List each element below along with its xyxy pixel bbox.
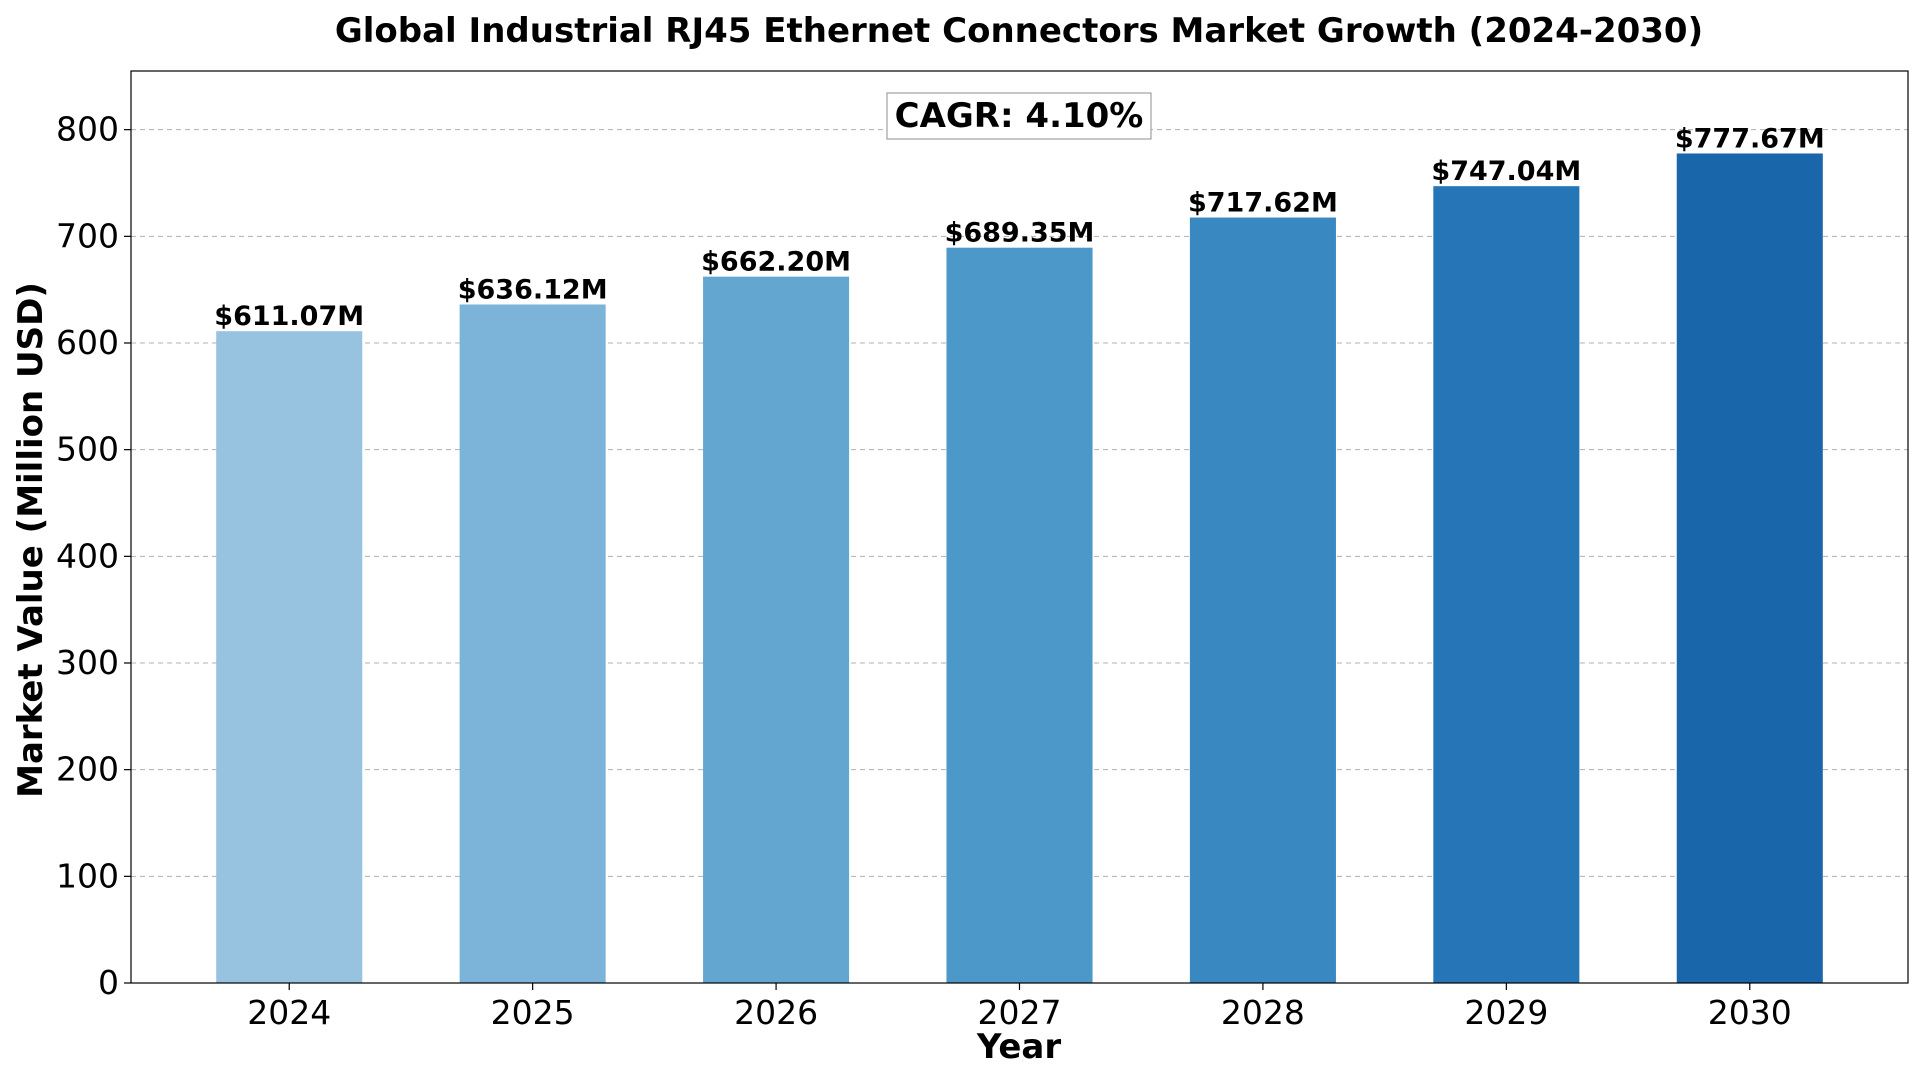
data-label-2025: $636.12M (458, 274, 608, 305)
x-tick-label-2029: 2029 (1464, 993, 1548, 1032)
x-tick-label-2024: 2024 (247, 993, 331, 1032)
bar-2026 (703, 276, 850, 983)
chart-title: Global Industrial RJ45 Ethernet Connecto… (335, 11, 1703, 51)
data-label-2029: $747.04M (1431, 156, 1581, 187)
y-tick-label: 700 (56, 216, 119, 255)
y-tick-label: 500 (56, 430, 119, 469)
y-axis-label: Market Value (Million USD) (11, 282, 51, 798)
data-label-2027: $689.35M (945, 218, 1095, 249)
y-tick-label: 800 (56, 110, 119, 149)
plot-frame (130, 70, 1909, 984)
cagr-annotation: CAGR: 4.10% (886, 92, 1152, 140)
bar-2029 (1433, 186, 1580, 983)
data-label-2026: $662.20M (701, 247, 851, 278)
y-tick-label: 600 (56, 323, 119, 362)
bar-2028 (1189, 217, 1336, 983)
data-label-2024: $611.07M (214, 301, 364, 332)
data-label-2028: $717.62M (1188, 188, 1338, 219)
data-labels: $611.07M $636.12M $662.20M $689.35M $717.62M… (214, 123, 1824, 332)
cagr-annotation-box (886, 92, 1152, 140)
y-tick-label: 200 (56, 750, 119, 789)
x-tick-label-2027: 2027 (978, 993, 1062, 1032)
x-tick-label-2028: 2028 (1221, 993, 1305, 1032)
bar-2027 (946, 247, 1093, 983)
y-tick-label: 400 (56, 536, 119, 575)
gridlines (131, 129, 1908, 877)
bars (216, 153, 1823, 983)
axes: 0 100 200 300 400 500 600 700 800 2024 2025 2026 202… (56, 70, 1909, 1032)
bar-2024 (216, 331, 363, 983)
bar-2030 (1676, 153, 1823, 983)
bar-2025 (459, 304, 606, 983)
data-label-2030: $777.67M (1675, 123, 1825, 154)
x-tick-label-2030: 2030 (1708, 993, 1792, 1032)
x-axis-label: Year (976, 1027, 1062, 1067)
y-tick-label: 0 (98, 963, 119, 1002)
y-tick-label: 100 (56, 856, 119, 895)
x-tick-label-2025: 2025 (491, 993, 575, 1032)
cagr-annotation-text: CAGR: 4.10% (895, 96, 1144, 136)
y-tick-label: 300 (56, 643, 119, 682)
x-tick-label-2026: 2026 (734, 993, 818, 1032)
